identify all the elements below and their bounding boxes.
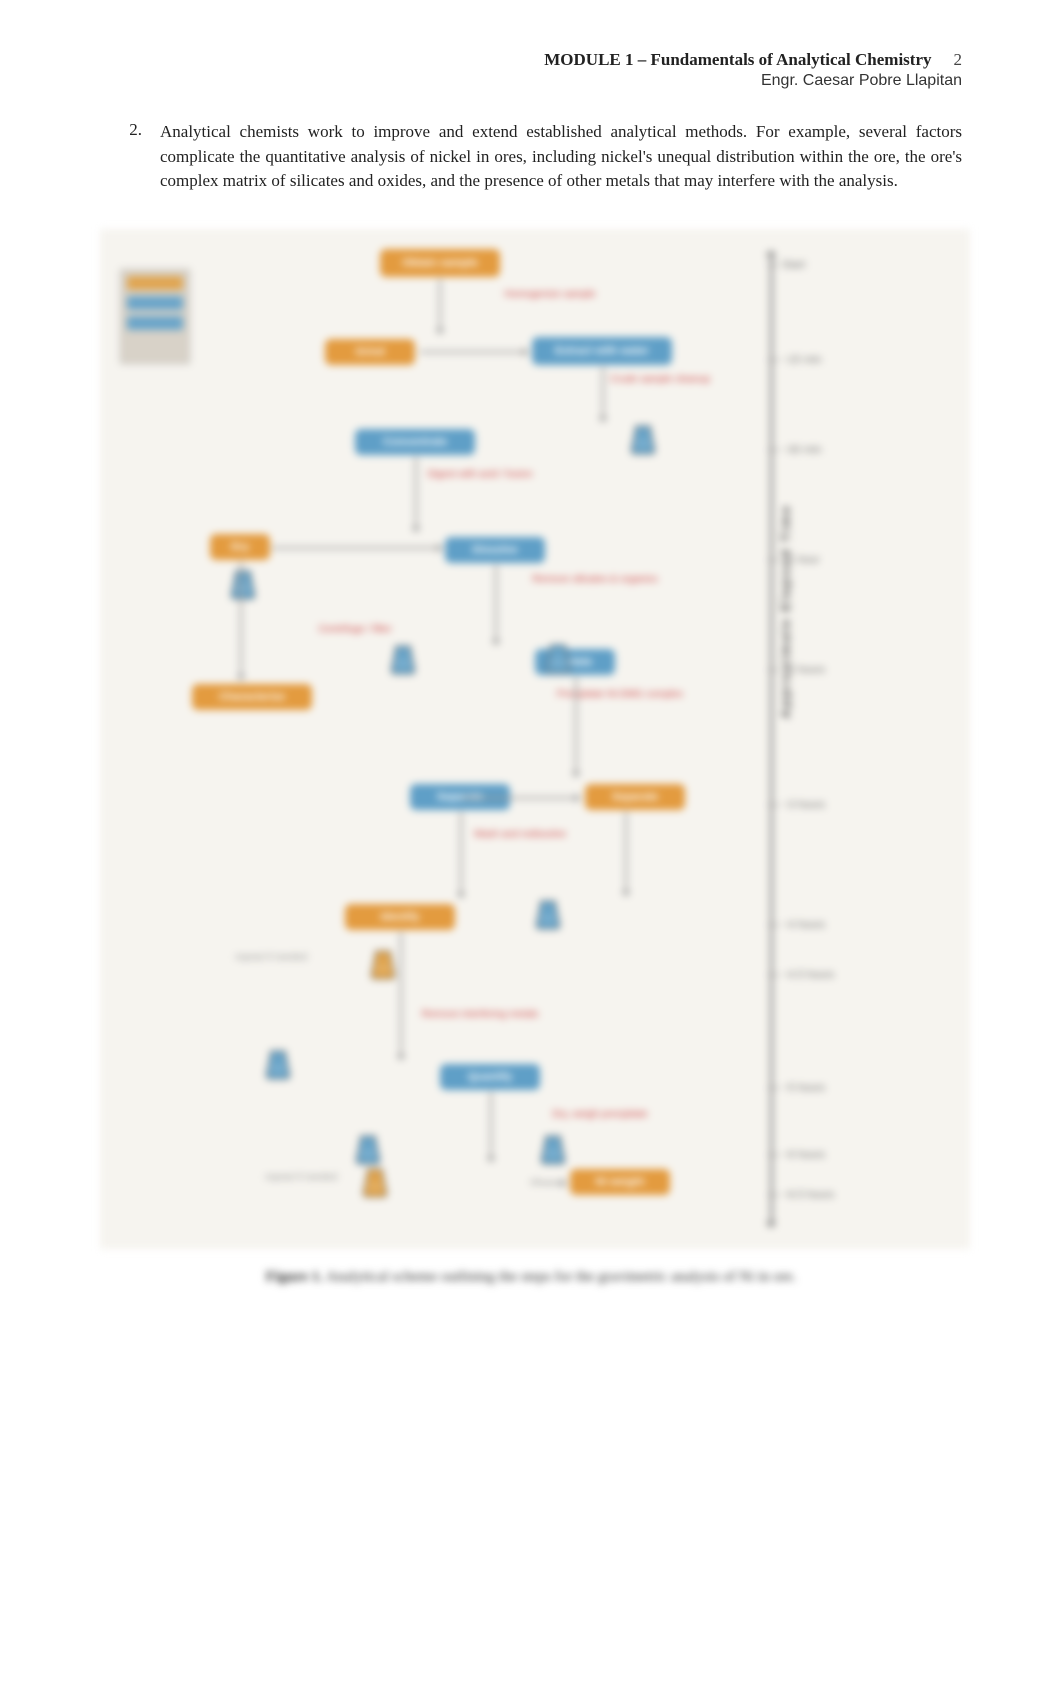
- flowchart-box: Dissolve: [445, 537, 545, 563]
- timeline-axis-label: Approximate Elapsed Time: [778, 504, 793, 719]
- timeline-label: ~2 hours: [782, 664, 825, 676]
- beaker-icon: [355, 1134, 381, 1166]
- beaker-icon: [630, 424, 656, 456]
- step-description: Crude sample cleanup: [580, 374, 740, 386]
- flowchart: Approximate Elapsed Time Start ~15 min ~30…: [100, 229, 970, 1249]
- sample-photo: [120, 269, 190, 364]
- beaker-icon: [265, 1049, 291, 1081]
- item-text: Analytical chemists work to improve and …: [160, 120, 962, 194]
- flowchart-box: Concentrate: [355, 429, 475, 455]
- timeline-label: ~3 hours: [782, 799, 825, 811]
- timeline-label: ~1 hour: [782, 554, 820, 566]
- flow-arrow: [272, 547, 442, 549]
- flow-arrow: [439, 279, 441, 334]
- note-text: wt —: [530, 1177, 553, 1188]
- flowchart-box: Characterize: [192, 684, 312, 710]
- beaker-icon: [230, 569, 256, 601]
- flowchart-box: Dry: [210, 534, 270, 560]
- step-description: Remove interfering metals: [370, 1009, 590, 1021]
- flow-arrow: [625, 812, 627, 896]
- author-name: Engr. Caesar Pobre Llapitan: [100, 72, 962, 90]
- flowchart-box: Extract with water: [532, 337, 672, 365]
- step-description: Remove silicates & organics: [495, 574, 695, 586]
- flow-arrow: [400, 932, 402, 1060]
- module-title: MODULE 1 – Fundamentals of Analytical Ch…: [544, 50, 931, 69]
- timeline-label: ~30 min: [782, 444, 821, 456]
- flowchart-box: Ni weight: [570, 1169, 670, 1195]
- step-description: Dry, weigh precipitate: [510, 1109, 690, 1121]
- flow-arrow: [495, 565, 497, 645]
- flow-arrow: [240, 562, 242, 680]
- timeline-label: ~6.5 hours: [782, 1189, 834, 1201]
- timeline-label: ~5 hours: [782, 1082, 825, 1094]
- figure-caption: Figure 1. Analytical scheme outlining th…: [100, 1269, 962, 1286]
- step-description: Wash and redissolve: [430, 829, 610, 841]
- timeline-label: ~4.5 hours: [782, 969, 834, 981]
- numbered-item: 2. Analytical chemists work to improve a…: [100, 120, 962, 194]
- step-description: Precipitate Ni-DMG complex: [510, 689, 730, 701]
- page-number: 2: [954, 50, 963, 69]
- step-description: Digest with acid / fusion: [390, 469, 570, 481]
- step-description: Centrifuge / filter: [265, 624, 445, 636]
- flowchart-container: Approximate Elapsed Time Start ~15 min ~30…: [100, 229, 962, 1249]
- timeline-label: Start: [782, 259, 805, 271]
- flowchart-box: Obtain sample: [380, 249, 500, 277]
- flow-arrow: [415, 457, 417, 532]
- beaker-icon: [535, 899, 561, 931]
- flowchart-box: Grind: [325, 339, 415, 365]
- timeline-label: ~15 min: [782, 354, 821, 366]
- beaker-icon: [362, 1167, 388, 1199]
- beaker-icon: [390, 644, 416, 676]
- item-number: 2.: [100, 120, 160, 194]
- flowchart-box: Quantify: [440, 1064, 540, 1090]
- timeline: Approximate Elapsed Time Start ~15 min ~30…: [768, 244, 958, 1234]
- flow-arrow: [462, 797, 580, 799]
- timeline-label: ~6 hours: [782, 1149, 825, 1161]
- flowchart-box: Separate: [585, 784, 685, 810]
- flow-arrow: [575, 677, 577, 777]
- timeline-label: ~4 hours: [782, 919, 825, 931]
- flow-arrow: [490, 1092, 492, 1162]
- beaker-icon: [545, 643, 571, 675]
- flowchart-box: Identify: [345, 904, 455, 930]
- beaker-icon: [370, 949, 396, 981]
- caption-text: Analytical scheme outlining the steps fo…: [326, 1269, 796, 1285]
- note-text: repeat if needed: [265, 1172, 337, 1183]
- caption-bold: Figure 1.: [266, 1269, 323, 1285]
- flow-arrow: [602, 367, 604, 422]
- step-description: Homogenize sample: [470, 289, 630, 301]
- note-text: repeat if needed: [235, 952, 307, 963]
- page-header: MODULE 1 – Fundamentals of Analytical Ch…: [100, 50, 962, 90]
- flow-arrow: [460, 812, 462, 898]
- flow-arrow: [420, 351, 528, 353]
- beaker-icon: [540, 1134, 566, 1166]
